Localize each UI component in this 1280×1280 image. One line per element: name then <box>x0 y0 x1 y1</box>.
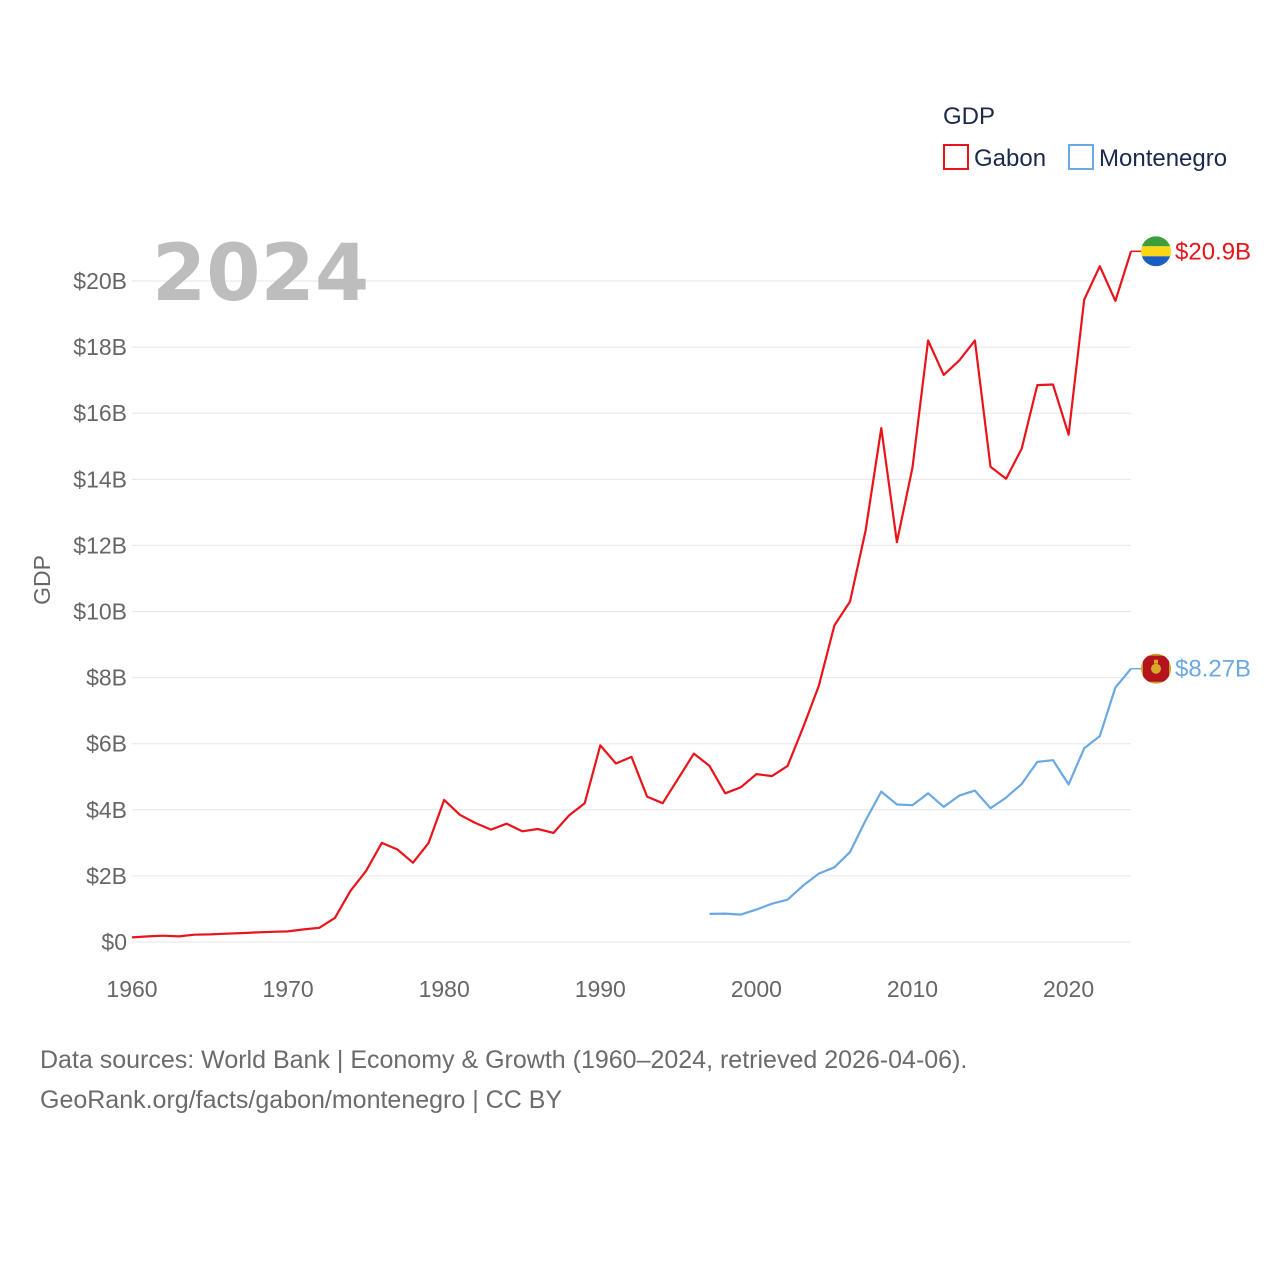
end-markers: $20.9B $8.27B <box>1131 236 1251 684</box>
y-tick-label: $14B <box>73 466 127 492</box>
gdp-line-chart: $0 $2B $4B $6B $8B $10B $12B $14B $16B $18B $20B 1… <box>29 103 1251 1002</box>
x-tick-label: 1960 <box>106 976 157 1002</box>
legend: GDP Gabon Montenegro <box>943 103 1227 172</box>
y-tick-label: $4B <box>86 797 127 823</box>
x-tick-label: 1990 <box>575 976 626 1002</box>
gridlines <box>132 280 1131 943</box>
x-tick-label: 2020 <box>1043 976 1094 1002</box>
montenegro-flag-icon <box>1141 653 1171 684</box>
y-axis-ticks: $0 $2B $4B $6B $8B $10B $12B $14B $16B $18B $20B <box>73 268 127 955</box>
legend-swatch-gabon[interactable] <box>943 144 969 170</box>
y-tick-label: $0 <box>101 929 127 955</box>
y-tick-label: $18B <box>73 334 127 360</box>
source-line: Data sources: World Bank | Economy & Gro… <box>40 1046 968 1074</box>
y-axis-title: GDP <box>29 555 55 605</box>
y-tick-label: $8B <box>86 665 127 691</box>
end-value-label-gabon: $20.9B <box>1175 238 1251 265</box>
gabon-flag-icon <box>1141 236 1171 267</box>
legend-swatch-montenegro[interactable] <box>1068 144 1094 170</box>
x-tick-label: 1980 <box>419 976 470 1002</box>
y-tick-label: $20B <box>73 268 127 294</box>
series-line-gabon[interactable] <box>131 250 1133 939</box>
series-line-montenegro[interactable] <box>709 667 1132 916</box>
credit-line: GeoRank.org/facts/gabon/montenegro | CC … <box>40 1086 563 1114</box>
y-tick-label: $2B <box>86 863 127 889</box>
y-tick-label: $16B <box>73 400 127 426</box>
highlight-year: 2024 <box>152 229 369 319</box>
x-tick-label: 2000 <box>731 976 782 1002</box>
legend-title: GDP <box>943 103 995 130</box>
x-axis-ticks: 1960 1970 1980 1990 2000 2010 2020 <box>106 976 1094 1002</box>
series-lines <box>131 250 1133 939</box>
end-value-label-montenegro: $8.27B <box>1175 656 1251 683</box>
y-tick-label: $10B <box>73 599 127 625</box>
y-tick-label: $12B <box>73 532 127 558</box>
x-tick-label: 1970 <box>263 976 314 1002</box>
y-tick-label: $6B <box>86 731 127 757</box>
legend-label-gabon[interactable]: Gabon <box>974 145 1046 172</box>
legend-label-montenegro[interactable]: Montenegro <box>1099 145 1227 172</box>
x-tick-label: 2010 <box>887 976 938 1002</box>
source-footer: Data sources: World Bank | Economy & Gro… <box>40 1040 967 1120</box>
